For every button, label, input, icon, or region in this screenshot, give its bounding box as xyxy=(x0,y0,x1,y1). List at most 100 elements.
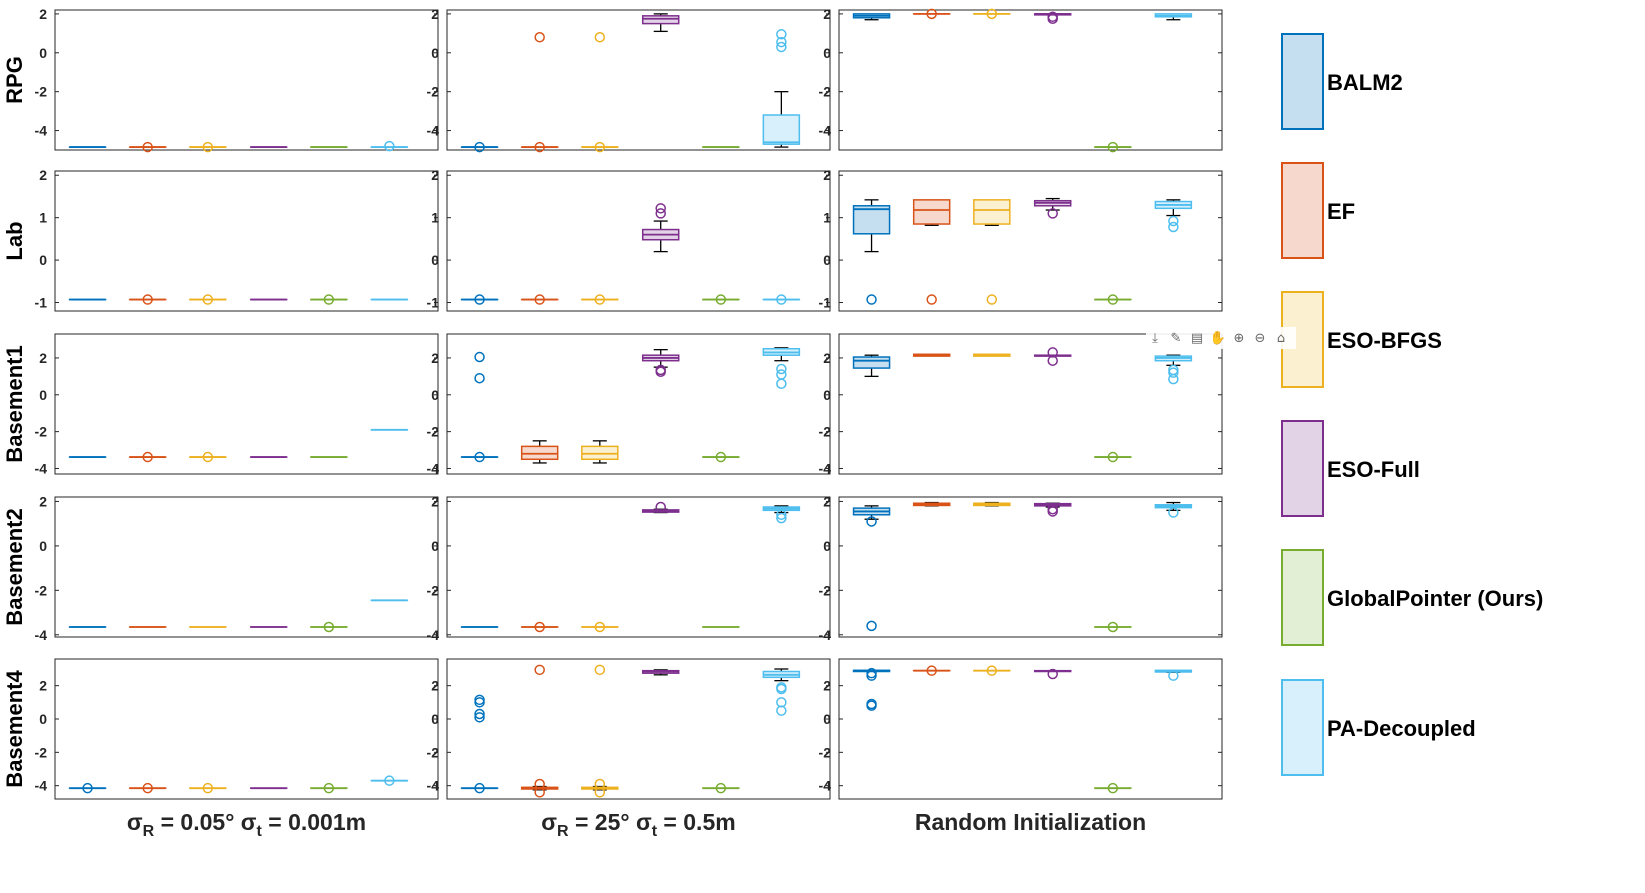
outlier-eso-bfgs xyxy=(594,664,606,676)
y-tick-label: 0 xyxy=(39,387,47,403)
y-tick-label: 1 xyxy=(823,210,831,226)
y-tick-label: 0 xyxy=(823,711,831,727)
outlier-eso-bfgs xyxy=(202,451,214,463)
outlier-globalpointer-ours xyxy=(323,782,335,794)
y-tick-label: 2 xyxy=(39,493,47,509)
outlier-eso-bfgs xyxy=(986,294,998,305)
y-tick-label: -4 xyxy=(427,778,440,794)
outlier-eso-bfgs xyxy=(594,778,606,790)
axes-frame xyxy=(54,658,439,800)
row-label-basement4: Basement4 xyxy=(2,670,27,788)
axes-frame xyxy=(446,170,831,312)
axes-frame xyxy=(838,333,1223,475)
axes-frame xyxy=(838,170,1223,312)
export-icon[interactable]: ⤓ xyxy=(1152,330,1158,346)
y-tick-label: -2 xyxy=(819,424,832,440)
y-tick-label: -4 xyxy=(427,460,440,476)
outlier-eso-full xyxy=(655,364,666,376)
outlier-pa-decoupled xyxy=(384,775,395,786)
y-tick-label: 0 xyxy=(39,538,47,554)
panel-basement2-2: -4 -2 0 2 xyxy=(427,493,831,643)
y-tick-label: -2 xyxy=(35,84,48,100)
y-tick-label: 2 xyxy=(39,350,47,366)
axes-frame xyxy=(54,333,439,475)
outlier-eso-bfgs xyxy=(594,294,606,305)
y-tick-label: 2 xyxy=(39,6,47,22)
box-ef xyxy=(912,199,951,225)
outlier-pa-decoupled xyxy=(776,682,787,693)
outlier-ef xyxy=(534,778,545,790)
box-pa-decoupled xyxy=(762,114,801,145)
outlier-pa-decoupled xyxy=(776,363,787,375)
outlier-pa-decoupled xyxy=(1168,221,1179,233)
column-label-1: σR = 0.05° σt = 0.001m xyxy=(127,809,366,840)
outlier-globalpointer-ours xyxy=(1107,451,1119,463)
outlier-balm2 xyxy=(474,351,485,363)
y-tick-label: 0 xyxy=(823,45,831,61)
outlier-pa-decoupled xyxy=(776,294,787,305)
y-tick-label: 0 xyxy=(823,538,831,554)
box-eso-full xyxy=(641,15,680,25)
y-tick-label: -4 xyxy=(427,123,440,139)
panel-rpg-3: -4 -2 0 2 xyxy=(819,6,1223,153)
outlier-ef xyxy=(534,31,545,43)
legend-swatch xyxy=(1281,420,1324,517)
y-tick-label: -4 xyxy=(35,778,48,794)
outlier-ef xyxy=(534,141,545,153)
pan-icon[interactable]: ✋ xyxy=(1209,330,1227,346)
y-tick-label: -1 xyxy=(35,295,48,311)
y-tick-label: -1 xyxy=(427,295,440,311)
legend-item-globalpointer-ours: GlobalPointer (Ours) xyxy=(1281,549,1543,646)
outlier-eso-full xyxy=(1047,347,1058,358)
box-balm2 xyxy=(852,356,891,369)
y-tick-label: 2 xyxy=(823,678,831,694)
y-tick-label: 2 xyxy=(431,167,439,183)
outlier-globalpointer-ours xyxy=(715,782,727,794)
outlier-eso-bfgs xyxy=(202,782,214,794)
axes-toolbar: ⤓ ✎ ▤ ✋ ⊕ ⊖ ⌂ xyxy=(1146,327,1296,349)
outlier-pa-decoupled xyxy=(776,512,787,524)
legend-item-ef: EF xyxy=(1281,162,1355,259)
y-tick-label: 0 xyxy=(431,252,439,268)
legend-item-eso-full: ESO-Full xyxy=(1281,420,1420,517)
zoom-out-icon[interactable]: ⊖ xyxy=(1254,330,1266,346)
outlier-globalpointer-ours xyxy=(323,294,335,305)
outlier-balm2 xyxy=(866,698,877,710)
home-icon[interactable]: ⌂ xyxy=(1276,330,1286,346)
legend-swatch xyxy=(1281,679,1324,776)
legend-swatch xyxy=(1281,162,1324,259)
outlier-globalpointer-ours xyxy=(1107,141,1119,153)
datatip-icon[interactable]: ▤ xyxy=(1190,330,1204,346)
outlier-balm2 xyxy=(866,516,877,527)
outlier-balm2 xyxy=(82,782,93,794)
outlier-eso-bfgs xyxy=(594,31,606,43)
y-tick-label: 2 xyxy=(39,167,47,183)
zoom-in-icon[interactable]: ⊕ xyxy=(1233,330,1245,346)
outlier-pa-decoupled xyxy=(1168,507,1179,518)
panel-basement2-1: -4 -2 0 2 xyxy=(35,493,439,643)
axes-frame xyxy=(446,658,831,800)
outlier-globalpointer-ours xyxy=(715,451,727,463)
legend-item-eso-bfgs: ESO-BFGS xyxy=(1281,291,1442,388)
box-eso-bfgs xyxy=(581,445,619,461)
outlier-ef xyxy=(142,294,153,305)
legend-label: BALM2 xyxy=(1327,70,1403,95)
y-tick-label: -4 xyxy=(35,627,48,643)
outlier-pa-decoupled xyxy=(776,509,787,521)
outlier-balm2 xyxy=(866,620,877,632)
y-tick-label: 1 xyxy=(431,210,439,226)
outlier-balm2 xyxy=(474,141,485,153)
outlier-pa-decoupled xyxy=(1168,670,1179,681)
outlier-pa-decoupled xyxy=(776,29,787,40)
brush-icon[interactable]: ✎ xyxy=(1170,330,1182,346)
outlier-pa-decoupled xyxy=(1168,215,1179,227)
column-label-2: σR = 25° σt = 0.5m xyxy=(541,809,735,840)
row-label-basement2: Basement2 xyxy=(2,508,27,625)
axes-frame xyxy=(54,170,439,312)
box-ef xyxy=(520,445,559,461)
panel-basement4-3: -4 -2 0 2 xyxy=(819,658,1223,800)
outlier-eso-bfgs xyxy=(202,141,214,153)
outlier-pa-decoupled xyxy=(1168,367,1179,378)
axes-frame xyxy=(838,9,1223,151)
